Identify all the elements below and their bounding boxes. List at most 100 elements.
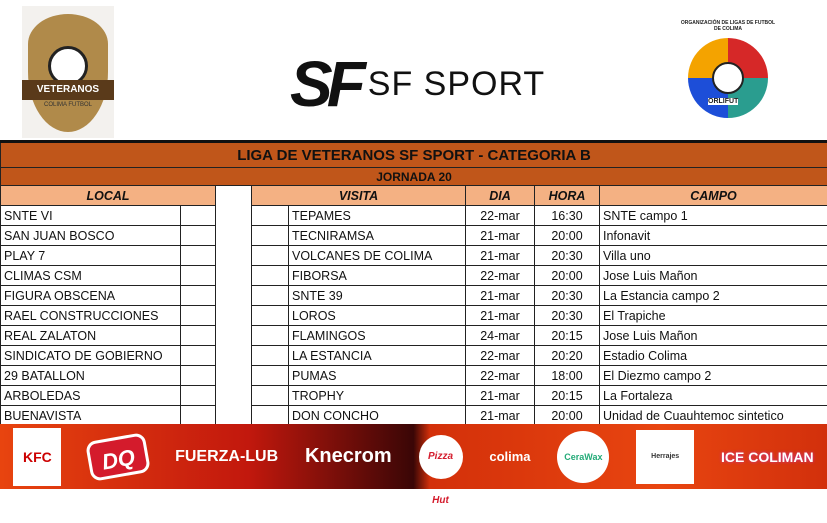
visita-team: LOROS <box>289 306 466 326</box>
visita-score <box>252 306 289 326</box>
match-time: 18:00 <box>535 366 600 386</box>
fuerza-lub-logo: FUERZA-LUB <box>175 448 278 466</box>
visita-team: TROPHY <box>289 386 466 406</box>
match-day: 21-mar <box>466 306 535 326</box>
match-time: 20:15 <box>535 326 600 346</box>
local-score <box>181 266 216 286</box>
local-team: REAL ZALATON <box>1 326 181 346</box>
match-time: 20:00 <box>535 226 600 246</box>
table-title: LIGA DE VETERANOS SF SPORT - CATEGORIA B <box>1 142 827 168</box>
col-visita: VISITA <box>252 186 466 206</box>
visita-score <box>252 206 289 226</box>
match-field: Infonavit <box>600 226 827 246</box>
veteranos-logo-name: VETERANOS <box>22 80 114 100</box>
sf-sport-text: SF SPORT <box>368 65 545 104</box>
pizza-hut-logo: Pizza Hut <box>419 435 463 479</box>
local-team: SAN JUAN BOSCO <box>1 226 181 246</box>
visita-team: LA ESTANCIA <box>289 346 466 366</box>
visita-score <box>252 226 289 246</box>
match-day: 21-mar <box>466 406 535 426</box>
visita-team: VOLCANES DE COLIMA <box>289 246 466 266</box>
visita-team: PUMAS <box>289 366 466 386</box>
orlifut-label: ORLIFUT <box>708 98 738 105</box>
local-score <box>181 406 216 426</box>
match-day: 22-mar <box>466 366 535 386</box>
sf-sport-logo: SF SF SPORT <box>290 44 545 124</box>
match-field: Villa uno <box>600 246 827 266</box>
veteranos-logo-sub: COLIMA FUTBOL <box>32 102 104 108</box>
col-dia: DIA <box>466 186 535 206</box>
local-score <box>181 206 216 226</box>
orlifut-ring-text: ORGANIZACIÓN DE LIGAS DE FUTBOL DE COLIM… <box>680 20 776 32</box>
visita-score <box>252 346 289 366</box>
match-field: Jose Luis Mañon <box>600 326 827 346</box>
visita-team: TECNIRAMSA <box>289 226 466 246</box>
match-time: 20:30 <box>535 286 600 306</box>
local-team: RAEL CONSTRUCCIONES <box>1 306 181 326</box>
local-team: FIGURA OBSCENA <box>1 286 181 306</box>
match-time: 20:20 <box>535 346 600 366</box>
ice-coliman-logo: ICE COLIMAN <box>721 449 814 465</box>
match-day: 22-mar <box>466 206 535 226</box>
match-field: Unidad de Cuauhtemoc sintetico <box>600 406 827 426</box>
visita-score <box>252 406 289 426</box>
header: VETERANOS COLIMA FUTBOL SF SF SPORT ORGA… <box>0 0 827 140</box>
sponsors-banner: KFC DQ FUERZA-LUB Knecrom Pizza Hut coli… <box>0 424 827 489</box>
local-team: SINDICATO DE GOBIERNO <box>1 346 181 366</box>
match-time: 20:15 <box>535 386 600 406</box>
match-field: SNTE campo 1 <box>600 206 827 226</box>
visita-score <box>252 326 289 346</box>
visita-team: TEPAMES <box>289 206 466 226</box>
local-score <box>181 366 216 386</box>
visita-score <box>252 246 289 266</box>
local-team: SNTE VI <box>1 206 181 226</box>
col-local: LOCAL <box>1 186 216 206</box>
visita-team: DON CONCHO <box>289 406 466 426</box>
match-field: El Diezmo campo 2 <box>600 366 827 386</box>
visita-score <box>252 386 289 406</box>
match-day: 21-mar <box>466 226 535 246</box>
match-day: 24-mar <box>466 326 535 346</box>
soccer-ball-icon <box>712 62 744 94</box>
jornada-label: JORNADA 20 <box>1 168 827 186</box>
schedule-table: LIGA DE VETERANOS SF SPORT - CATEGORIA B… <box>0 140 827 426</box>
match-time: 16:30 <box>535 206 600 226</box>
visita-team: SNTE 39 <box>289 286 466 306</box>
knecrom-logo: Knecrom <box>305 445 392 468</box>
orlifut-logo: ORGANIZACIÓN DE LIGAS DE FUTBOL DE COLIM… <box>680 18 776 128</box>
colima-logo: colima <box>489 449 530 464</box>
match-field: La Fortaleza <box>600 386 827 406</box>
local-score <box>181 306 216 326</box>
visita-team: FLAMINGOS <box>289 326 466 346</box>
match-time: 20:00 <box>535 406 600 426</box>
match-time: 20:00 <box>535 266 600 286</box>
local-score <box>181 246 216 266</box>
kfc-logo: KFC <box>13 428 61 486</box>
visita-score <box>252 286 289 306</box>
match-field: El Trapiche <box>600 306 827 326</box>
local-score <box>181 226 216 246</box>
sf-mark: SF <box>290 47 360 121</box>
local-score <box>181 326 216 346</box>
visita-team: FIBORSA <box>289 266 466 286</box>
cerawax-logo: CeraWax <box>557 431 609 483</box>
local-team: PLAY 7 <box>1 246 181 266</box>
match-day: 22-mar <box>466 346 535 366</box>
match-field: Jose Luis Mañon <box>600 266 827 286</box>
match-day: 21-mar <box>466 286 535 306</box>
visita-score <box>252 266 289 286</box>
match-day: 21-mar <box>466 246 535 266</box>
col-campo: CAMPO <box>600 186 827 206</box>
veteranos-logo: VETERANOS COLIMA FUTBOL <box>22 6 114 138</box>
match-time: 20:30 <box>535 306 600 326</box>
dq-logo: DQ <box>85 432 151 482</box>
